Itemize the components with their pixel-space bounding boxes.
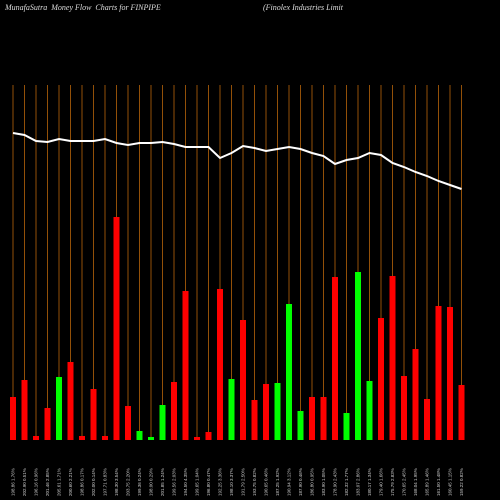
bar <box>182 291 189 440</box>
x-tick-label: 198.86 1.76% <box>11 468 16 496</box>
x-tick-label: 175.79 2.83% <box>390 468 395 496</box>
bar <box>90 389 97 440</box>
bar <box>79 436 85 440</box>
bar <box>378 318 384 440</box>
bar <box>458 385 465 440</box>
x-tick-label: 193.75 0.82% <box>252 468 257 496</box>
x-tick-label: 170.65 2.45% <box>402 468 407 496</box>
x-tick-label: 190.94 3.12% <box>287 468 292 496</box>
x-tick-label: 202.00 0.14% <box>91 468 96 496</box>
money-flow-line <box>12 132 462 190</box>
bar <box>240 320 246 440</box>
x-tick-label: 187.25 1.92% <box>275 468 280 496</box>
x-tick-label: 197.71 0.83% <box>103 468 108 496</box>
bar <box>136 431 143 440</box>
bar <box>67 362 74 440</box>
x-tick-label: 180.17 1.34% <box>367 468 372 496</box>
x-tick-label: 199.65 1.04% <box>195 468 200 496</box>
x-tick-label: 161.50 1.48% <box>436 468 441 496</box>
bar <box>297 411 304 440</box>
x-tick-label: 186.80 0.95% <box>310 468 315 496</box>
bar <box>194 437 200 440</box>
bar <box>435 306 442 440</box>
bar <box>113 217 120 440</box>
bar <box>228 379 235 440</box>
x-tick-label: 182.32 1.77% <box>344 468 349 496</box>
x-tick-label: 192.25 3.36% <box>218 468 223 496</box>
x-tick-label: 160.45 1.15% <box>448 468 453 496</box>
x-tick-label: 203.75 2.20% <box>126 468 131 496</box>
x-tick-label: 200.60 2.21% <box>68 468 73 496</box>
bar <box>401 376 407 440</box>
bar <box>447 307 453 440</box>
x-tick-label: 194.50 4.35% <box>183 468 188 496</box>
bar <box>355 272 361 440</box>
x-tick-label: 183.90 1.05% <box>321 468 326 496</box>
bar <box>10 397 16 440</box>
bar <box>171 382 177 440</box>
bar <box>274 383 281 440</box>
chart-title: MunafaSutra Money Flow Charts for FINPIP… <box>4 3 161 12</box>
x-tick-label: 199.56 2.03% <box>172 468 177 496</box>
x-tick-label: 165.89 1.46% <box>425 468 430 496</box>
bar <box>125 406 131 440</box>
bar <box>309 397 315 440</box>
bar <box>343 413 350 440</box>
bar <box>56 377 62 440</box>
bar <box>102 436 108 440</box>
x-tick-label: 178.90 2.43% <box>333 468 338 496</box>
x-tick-label: 202.90 0.51% <box>22 468 27 496</box>
bar <box>263 384 269 440</box>
bar <box>21 380 28 440</box>
chart-subtitle: (Finolex Industries Limit <box>263 3 344 12</box>
bar <box>205 432 212 440</box>
x-tick-label: 205.61 1.71% <box>57 468 62 496</box>
bar <box>148 437 154 440</box>
x-tick-label: 198.00 0.29% <box>149 468 154 496</box>
bar <box>424 399 430 440</box>
x-tick-label: 201.46 2.85% <box>45 468 50 496</box>
bar <box>217 289 223 440</box>
bar <box>366 381 373 440</box>
x-tick-label: 190.65 0.46% <box>264 468 269 496</box>
x-tick-label: 196.80 0.47% <box>206 468 211 496</box>
bar <box>44 408 51 440</box>
x-tick-label: 198.86 0.17% <box>80 468 85 496</box>
x-tick-label: 198.10 3.37% <box>229 468 234 496</box>
bar <box>159 405 166 440</box>
bar <box>33 436 39 440</box>
x-tick-label: 196.16 0.96% <box>34 468 39 496</box>
x-tick-label: 159.22 0.82% <box>459 468 464 496</box>
x-tick-label: 183.07 2.86% <box>356 468 361 496</box>
bar <box>320 397 327 440</box>
bar <box>389 276 396 440</box>
bar <box>286 304 292 440</box>
x-tick-label: 198.30 3.54% <box>114 468 119 496</box>
x-tick-label: 187.90 0.46% <box>298 468 303 496</box>
x-tick-label: 201.85 1.24% <box>160 468 165 496</box>
x-tick-label: 191.79 2.50% <box>241 468 246 496</box>
bar <box>251 400 258 440</box>
bar <box>412 349 419 440</box>
x-tick-label: 179.40 1.66% <box>379 468 384 496</box>
bar <box>332 277 338 440</box>
x-tick-label: 199.36 0.24% <box>137 468 142 496</box>
x-tick-label: 168.04 1.95% <box>413 468 418 496</box>
